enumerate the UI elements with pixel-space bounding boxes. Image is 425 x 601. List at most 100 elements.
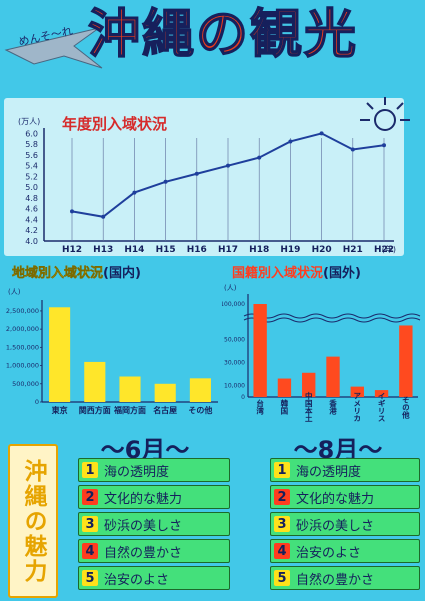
x-tick-label: H18 <box>249 245 269 255</box>
data-point <box>350 147 355 152</box>
x-tick-label: 福岡方面 <box>113 405 146 415</box>
y-tick-label: 5.2 <box>25 172 38 181</box>
appeal-text: 砂浜の美しさ <box>104 518 183 534</box>
y-unit-label: (万人) <box>18 117 40 126</box>
rank-badge: 5 <box>82 570 98 586</box>
list-item: 3 砂浜の美しさ <box>270 512 420 536</box>
x-tick-label: 中国本土 <box>304 391 313 423</box>
x-tick-label: H19 <box>280 245 300 255</box>
y-tick-label: 2,500,000 <box>6 307 39 315</box>
bar <box>154 383 176 402</box>
bar <box>84 361 106 402</box>
airplane-icon <box>4 27 103 69</box>
x-tick-label: H21 <box>343 245 363 255</box>
y-tick-label: 6.0 <box>25 129 38 138</box>
rank-badge: 4 <box>82 543 98 559</box>
domestic-chart-title-text: 地域別入域状況 <box>12 266 104 281</box>
appeal-text: 治安のよさ <box>104 572 170 588</box>
y-tick-label: 4.8 <box>25 194 38 203</box>
rank-badge: 3 <box>82 516 98 532</box>
rank-badge: 2 <box>82 489 98 505</box>
appeal-text: 文化的な魅力 <box>104 491 183 507</box>
y-tick-label: 4.2 <box>25 226 38 235</box>
axis-break <box>243 313 421 319</box>
appeal-text: 文化的な魅力 <box>296 491 375 507</box>
y-tick-label: 10,000 <box>224 382 245 389</box>
x-tick-label: 東京 <box>52 405 68 415</box>
x-tick-label: 韓国 <box>280 398 289 416</box>
data-point <box>163 179 168 184</box>
x-tick-label: 名古屋 <box>153 405 177 415</box>
line-chart: (万人) 4.0 4.2 4.44.6 4.8 5.0 5.25.4 5.6 5.8 6.0 H12… <box>18 117 396 255</box>
rank-badge: 1 <box>82 462 98 478</box>
line-chart-title: 年度別入域状況 <box>62 115 168 133</box>
appeal-label-box: 沖縄の魅力 <box>8 444 58 598</box>
x-tick-label: アメリカ <box>353 392 362 423</box>
appeal-text: 自然の豊かさ <box>296 572 375 588</box>
data-point <box>101 214 106 219</box>
bar <box>399 325 413 397</box>
data-point <box>257 155 262 160</box>
y-tick-label: 500,000 <box>12 380 39 388</box>
list-item: 4 治安のよさ <box>270 539 420 563</box>
bar <box>277 378 292 397</box>
data-point <box>382 143 386 148</box>
y-tick-label: 4.6 <box>25 205 38 214</box>
list-item: 1 海の透明度 <box>270 458 420 482</box>
list-item: 4 自然の豊かさ <box>78 539 230 563</box>
list-item: 5 自然の豊かさ <box>270 566 420 590</box>
x-unit-label: (年) <box>382 244 396 254</box>
y-tick-label: 30,000 <box>224 359 245 366</box>
y-tick-label: 1,000,000 <box>6 362 39 370</box>
y-tick-label: 0 <box>35 398 39 406</box>
bar <box>49 307 71 402</box>
bar <box>374 390 389 397</box>
list-item: 3 砂浜の美しさ <box>78 512 230 536</box>
bar <box>189 378 211 402</box>
axis-break <box>243 317 421 323</box>
x-tick-label: H22 <box>374 245 394 255</box>
domestic-chart-title: 地域別入域状況(国内) <box>12 262 141 281</box>
domestic-chart-subtitle: (国内) <box>103 266 141 281</box>
x-tick-label: H13 <box>93 245 113 255</box>
list-item: 1 海の透明度 <box>78 458 230 482</box>
poster-title: 沖縄の観光 <box>87 5 359 65</box>
appeal-text: 砂浜の美しさ <box>296 518 375 534</box>
appeal-text: 自然の豊かさ <box>104 545 183 561</box>
y-tick-label: 5.8 <box>25 140 38 149</box>
data-point <box>226 163 230 168</box>
overseas-chart-title-text: 国籍別入域状況 <box>232 266 324 281</box>
y-unit-label: (人) <box>224 284 237 292</box>
rank-badge: 1 <box>274 462 290 478</box>
appeal-label: 沖縄の魅力 <box>20 458 46 584</box>
list-item: 2 文化的な魅力 <box>270 485 420 509</box>
y-tick-label: 5.6 <box>25 151 38 160</box>
overseas-bar-chart: (人) 0 10,000 30,000 50,000 100,000 台湾 韓国 中国本土 香港ア… <box>222 284 421 423</box>
y-tick-label: 4.0 <box>25 237 38 246</box>
data-point <box>194 171 199 176</box>
y-tick-label: 100,000 <box>222 301 245 308</box>
bar <box>350 386 364 397</box>
overseas-chart-subtitle: (国外) <box>323 266 361 281</box>
x-tick-label: イギリス <box>377 392 386 423</box>
data-point <box>319 131 324 136</box>
x-tick-label: H14 <box>124 245 144 255</box>
x-tick-label: 台湾 <box>255 398 264 416</box>
rank-badge: 4 <box>274 543 290 559</box>
y-tick-label: 5.0 <box>25 183 38 192</box>
appeal-text: 海の透明度 <box>104 464 170 480</box>
line-chart-panel <box>4 98 404 256</box>
bar <box>326 356 340 397</box>
list-item: 5 治安のよさ <box>78 566 230 590</box>
rank-badge: 3 <box>274 516 290 532</box>
y-tick-label: 2,000,000 <box>6 325 39 333</box>
x-tick-label: その他 <box>401 395 410 419</box>
x-tick-label: 関西方面 <box>79 405 111 415</box>
y-tick-label: 1,500,000 <box>6 343 39 351</box>
x-tick-label: その他 <box>188 405 212 415</box>
bar <box>119 376 141 402</box>
bar <box>253 304 267 397</box>
y-tick-label: 5.4 <box>25 162 38 171</box>
rank-badge: 2 <box>274 489 290 505</box>
bar <box>302 372 316 397</box>
